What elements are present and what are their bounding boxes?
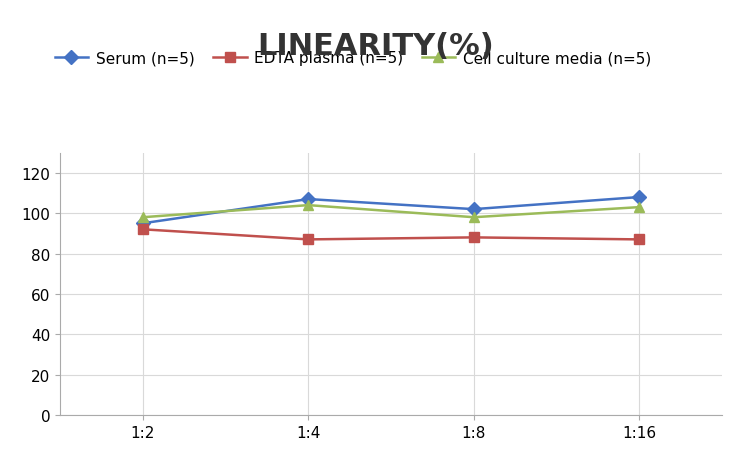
Cell culture media (n=5) — [469, 215, 478, 221]
Text: LINEARITY(%): LINEARITY(%) — [258, 32, 494, 60]
Cell culture media (n=5) — [138, 215, 147, 221]
Line: Cell culture media (n=5): Cell culture media (n=5) — [138, 201, 644, 223]
Line: EDTA plasma (n=5): EDTA plasma (n=5) — [138, 225, 644, 245]
Cell culture media (n=5) — [304, 203, 313, 208]
EDTA plasma (n=5) — [304, 237, 313, 243]
Legend: Serum (n=5), EDTA plasma (n=5), Cell culture media (n=5): Serum (n=5), EDTA plasma (n=5), Cell cul… — [55, 51, 651, 66]
Cell culture media (n=5) — [635, 205, 644, 210]
EDTA plasma (n=5) — [469, 235, 478, 240]
Serum (n=5) — [469, 207, 478, 212]
Line: Serum (n=5): Serum (n=5) — [138, 193, 644, 229]
Serum (n=5) — [304, 197, 313, 202]
Serum (n=5) — [138, 221, 147, 226]
EDTA plasma (n=5) — [635, 237, 644, 243]
EDTA plasma (n=5) — [138, 227, 147, 233]
Serum (n=5) — [635, 195, 644, 200]
